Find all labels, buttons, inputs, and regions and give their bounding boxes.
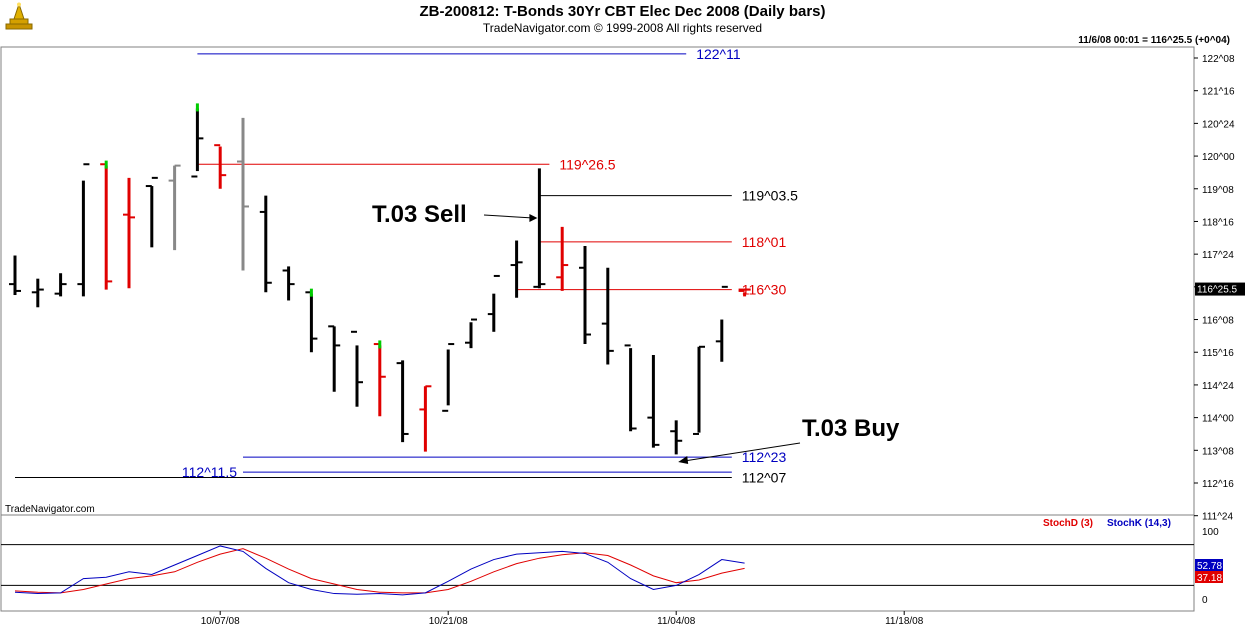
chart-title: ZB-200812: T-Bonds 30Yr CBT Elec Dec 200…: [419, 3, 826, 20]
y-tick-label: 122^08: [1202, 54, 1235, 65]
sell-arrow-head: [529, 214, 538, 222]
level-label: 118^01: [742, 234, 787, 250]
stochk-value-tag: [1195, 559, 1223, 571]
sell-annotation: T.03 Sell: [372, 201, 467, 228]
stoch-tick-label: 100: [1202, 527, 1219, 538]
trade-navigator-logo-icon: [5, 2, 33, 30]
y-tick-label: 120^00: [1202, 152, 1235, 163]
level-label: 112^07: [742, 470, 787, 486]
level-label: 119^26.5: [559, 156, 615, 172]
level-label: 119^03.5: [742, 188, 798, 204]
y-tick-label: 113^08: [1202, 446, 1234, 457]
sell-arrow: [483, 214, 534, 219]
y-tick-label: 117^24: [1202, 250, 1234, 261]
stoch-series-line: [14, 545, 745, 596]
price-tag-label: 116^25.5: [1197, 285, 1238, 296]
x-tick-label: 10/21/08: [429, 616, 468, 627]
stoch-series-line: [14, 548, 745, 594]
watermark-text: TradeNavigator.com: [5, 504, 95, 515]
legend-stochd: StochD (3): [1043, 518, 1093, 529]
legend-stochk: StochK (14,3): [1107, 518, 1171, 529]
stochk-value-label: 52.78: [1197, 561, 1222, 572]
x-tick-label: 11/04/08: [657, 616, 696, 627]
price-tag: [1195, 282, 1245, 296]
copyright-text: TradeNavigator.com © 1999-2008 All right…: [482, 21, 763, 35]
y-tick-label: 118^16: [1202, 217, 1234, 228]
stochd-value-label: 37.18: [1197, 573, 1222, 584]
level-label: 122^11: [696, 46, 741, 62]
stoch-tick-label: 0: [1202, 595, 1208, 606]
y-tick-label: 115^16: [1202, 348, 1234, 359]
last-quote: 11/6/08 00:01 = 116^25.5 (+0^04): [1078, 35, 1230, 46]
y-tick-label: 114^24: [1202, 381, 1234, 392]
y-tick-label: 112^16: [1202, 479, 1234, 490]
y-tick-label: 114^00: [1202, 414, 1234, 425]
buy-arrow: [684, 442, 801, 462]
y-tick-label: 119^08: [1202, 185, 1234, 196]
buy-arrow-head: [678, 456, 689, 464]
y-tick-label: 120^24: [1202, 119, 1235, 130]
level-label: 112^23: [742, 449, 787, 465]
level-label: 116^30: [742, 282, 787, 298]
x-tick-label: 11/18/08: [885, 616, 924, 627]
stochd-value-tag: [1195, 571, 1223, 583]
y-tick-label: 116^08: [1202, 316, 1234, 327]
y-tick-label: 111^24: [1202, 512, 1233, 523]
y-tick-label: 121^16: [1202, 87, 1235, 98]
buy-annotation: T.03 Buy: [802, 415, 900, 442]
level-label: 112^11.5: [182, 464, 237, 480]
x-tick-label: 10/07/08: [201, 616, 240, 627]
